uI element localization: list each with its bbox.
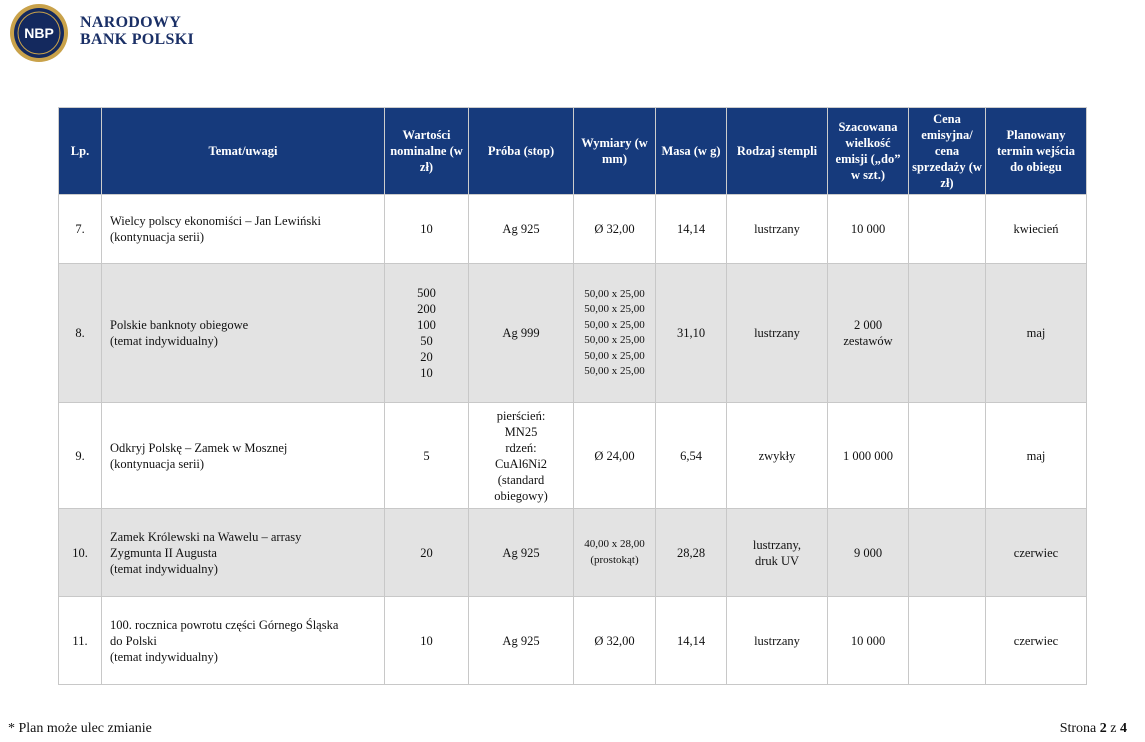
- table-cell: [908, 194, 986, 264]
- table-cell: 7.: [58, 194, 102, 264]
- table-cell: 2 000 zestawów: [827, 263, 909, 403]
- header-row: Lp. Temat/uwagi Wartości nominalne (w zł) P…: [58, 107, 1087, 195]
- table-body: 7. Wielcy polscy ekonomiści – Jan Lewińsk…: [58, 194, 1087, 685]
- page-number: Strona 2 z 4: [1060, 721, 1127, 737]
- table-cell: 10: [384, 194, 469, 264]
- plan-table: Lp. Temat/uwagi Wartości nominalne (w zł) P…: [58, 107, 1087, 685]
- table-cell: 14,14: [655, 596, 727, 685]
- table-row: 7. Wielcy polscy ekonomiści – Jan Lewińsk…: [58, 194, 1087, 264]
- table-cell: Ø 32,00: [573, 194, 656, 264]
- table-cell: 8.: [58, 263, 102, 403]
- bank-name: NARODOWY: [80, 14, 182, 31]
- table-cell: 10 000: [827, 194, 909, 264]
- table-cell: 100. rocznica powrotu części Górnego Ślą…: [101, 596, 385, 685]
- table-cell: [908, 596, 986, 685]
- table-cell: zwykły: [726, 402, 828, 509]
- table-cell: Ø 32,00: [573, 596, 656, 685]
- table-cell: 31,10: [655, 263, 727, 403]
- table-cell: maj: [985, 402, 1087, 509]
- column-header: Temat/uwagi: [101, 107, 385, 195]
- table-cell: 28,28: [655, 508, 727, 597]
- table-cell: 10: [384, 596, 469, 685]
- table-row: 9. Odkryj Polskę – Zamek w Mosznej (konty…: [58, 402, 1087, 509]
- table-cell: kwiecień: [985, 194, 1087, 264]
- table-cell: Ag 925: [468, 194, 574, 264]
- table-cell: maj: [985, 263, 1087, 403]
- column-header: Rodzaj stempli: [726, 107, 828, 195]
- page-current: 2: [1099, 721, 1107, 736]
- logo-text: NBP: [24, 25, 54, 41]
- table-cell: 1 000 000: [827, 402, 909, 509]
- column-header: Masa (w g): [655, 107, 727, 195]
- table-cell: lustrzany, druk UV: [726, 508, 828, 597]
- column-header: Szacowana wielkość emisji („do” w szt.): [827, 107, 909, 195]
- table-cell: Wielcy polscy ekonomiści – Jan Lewiński …: [101, 194, 385, 264]
- logo-disc: [14, 8, 64, 58]
- table-cell: czerwiec: [985, 596, 1087, 685]
- page-separator: z: [1110, 721, 1117, 736]
- table-cell: czerwiec: [985, 508, 1087, 597]
- page-label: Strona: [1059, 721, 1097, 736]
- footer-note: * Plan może ulec zmianie: [8, 721, 152, 736]
- table-row: 11. 100. rocznica powrotu części Górnego …: [58, 596, 1087, 685]
- table-cell: 50,00 x 25,00 50,00 x 25,00 50,00 x 25,0…: [573, 263, 656, 403]
- table-row: 10. Zamek Królewski na Wawelu – arrasy Zy…: [58, 508, 1087, 597]
- table-row: 8. Polskie banknoty obiegowe (temat indyw…: [58, 263, 1087, 403]
- logo: NBP: [10, 4, 68, 62]
- column-header: Planowany termin wejścia do obiegu: [985, 107, 1087, 195]
- table-cell: [908, 263, 986, 403]
- column-header: Wartości nominalne (w zł): [384, 107, 469, 195]
- table-cell: 10 000: [827, 596, 909, 685]
- table-cell: Odkryj Polskę – Zamek w Mosznej (kontynu…: [101, 402, 385, 509]
- table-cell: 14,14: [655, 194, 727, 264]
- table-cell: 9.: [58, 402, 102, 509]
- table-cell: [908, 402, 986, 509]
- table-cell: Ag 925: [468, 596, 574, 685]
- bank-name: BANK POLSKI: [80, 31, 194, 48]
- table-cell: 10.: [58, 508, 102, 597]
- table-cell: lustrzany: [726, 596, 828, 685]
- table-cell: Ag 925: [468, 508, 574, 597]
- table-cell: Polskie banknoty obiegowe (temat indywid…: [101, 263, 385, 403]
- table-cell: lustrzany: [726, 194, 828, 264]
- table-cell: 11.: [58, 596, 102, 685]
- table-cell: Ag 999: [468, 263, 574, 403]
- table-cell: 40,00 x 28,00 (prostokąt): [573, 508, 656, 597]
- page-total: 4: [1120, 721, 1127, 736]
- table-cell: [908, 508, 986, 597]
- table-cell: 20: [384, 508, 469, 597]
- table-cell: pierścień: MN25 rdzeń: CuAl6Ni2 (standar…: [468, 402, 574, 509]
- table-cell: 500 200 100 50 20 10: [384, 263, 469, 403]
- column-header: Wymiary (w mm): [573, 107, 656, 195]
- table-cell: Ø 24,00: [573, 402, 656, 509]
- table-cell: lustrzany: [726, 263, 828, 403]
- table-cell: 5: [384, 402, 469, 509]
- column-header: Próba (stop): [468, 107, 574, 195]
- column-header: Lp.: [58, 107, 102, 195]
- table-cell: Zamek Królewski na Wawelu – arrasy Zygmu…: [101, 508, 385, 597]
- table-cell: 6,54: [655, 402, 727, 509]
- column-header: Cena emisyjna/ cena sprzedaży (w zł): [908, 107, 986, 195]
- logo-inner-ring: [17, 11, 61, 55]
- table-cell: 9 000: [827, 508, 909, 597]
